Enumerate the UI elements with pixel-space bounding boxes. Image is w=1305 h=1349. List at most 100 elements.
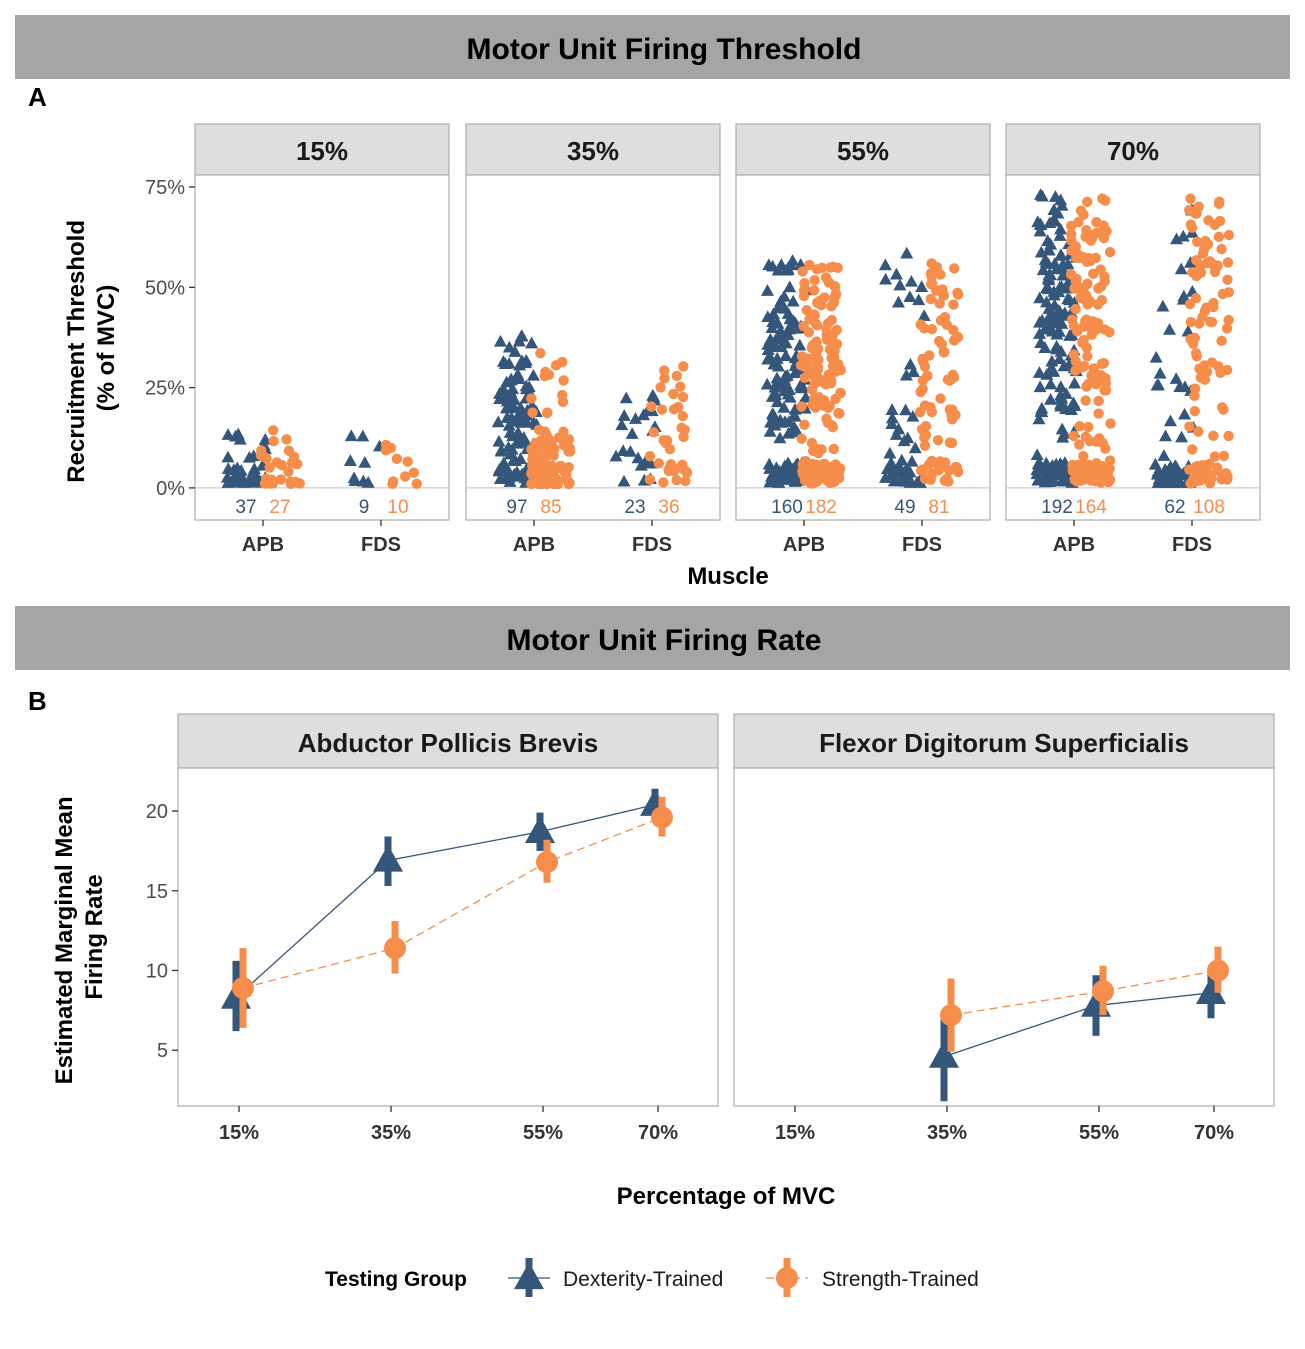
point-strength <box>659 373 670 384</box>
point-dexterity <box>895 453 909 466</box>
point-dexterity <box>494 443 508 456</box>
count-label-strength: 182 <box>805 497 837 518</box>
point-strength <box>538 477 549 488</box>
point-strength <box>1100 195 1111 206</box>
point-strength <box>919 440 931 451</box>
point-strength <box>796 401 807 412</box>
point-strength <box>1193 426 1204 437</box>
point-dexterity <box>878 258 892 271</box>
point-strength <box>646 401 657 412</box>
circle-icon <box>776 1267 798 1289</box>
firing-rate-y-title-line2: Firing Rate <box>81 874 108 999</box>
point-dexterity <box>1184 256 1198 268</box>
point-dexterity <box>634 458 648 471</box>
point-strength <box>399 471 411 482</box>
point-dexterity <box>1054 248 1068 260</box>
point-strength <box>536 436 547 448</box>
threshold-x-axis-title: Muscle <box>687 563 768 590</box>
point-dexterity <box>761 338 775 350</box>
point-dexterity <box>519 353 533 366</box>
point-dexterity <box>1030 448 1044 461</box>
point-strength <box>1094 433 1105 444</box>
point-dexterity <box>1050 339 1064 352</box>
point-dexterity <box>615 418 629 431</box>
x-tick-label: 70% <box>1194 1122 1234 1144</box>
point-strength <box>540 366 551 378</box>
point-strength <box>281 434 292 445</box>
point-dexterity <box>1050 262 1064 275</box>
point-dexterity <box>903 290 917 303</box>
y-tick-label: 75% <box>145 177 185 199</box>
legend-title: Testing Group <box>325 1268 467 1291</box>
point-dexterity <box>889 267 903 280</box>
point-strength <box>1191 236 1203 247</box>
point-strength <box>1215 367 1226 378</box>
point-strength <box>943 476 954 487</box>
point-strength <box>1198 461 1209 473</box>
point-strength <box>948 335 960 346</box>
point-strength <box>1223 314 1234 326</box>
point-dexterity <box>514 401 528 413</box>
point-strength <box>1092 374 1104 386</box>
point-strength <box>816 444 827 455</box>
point-dexterity <box>891 295 905 308</box>
point-strength <box>1204 478 1216 489</box>
point-strength <box>677 391 689 403</box>
point-dexterity <box>1034 336 1048 348</box>
point-dexterity <box>1041 475 1055 487</box>
point-dexterity <box>237 476 251 488</box>
point-strength <box>1185 316 1197 328</box>
point-strength <box>557 389 568 401</box>
point-strength <box>1080 395 1091 406</box>
point-dexterity <box>884 456 898 469</box>
x-tick-label: FDS <box>361 534 401 556</box>
point-dexterity <box>647 390 661 403</box>
legend-key-strength <box>766 1258 808 1297</box>
point-strength <box>1185 333 1196 345</box>
point-strength <box>819 458 830 470</box>
point-dexterity <box>913 476 927 488</box>
point-strength <box>1072 326 1083 337</box>
point-strength <box>920 420 932 432</box>
point-dexterity <box>1047 462 1061 474</box>
point-dexterity <box>1052 325 1066 337</box>
point-strength <box>1082 351 1093 362</box>
point-strength <box>644 450 656 462</box>
facet-strip <box>465 123 721 176</box>
y-tick-label: 10 <box>146 960 168 982</box>
point-dexterity <box>893 278 907 291</box>
point-strength <box>675 381 686 392</box>
point-strength <box>1071 252 1082 264</box>
point-dexterity <box>898 474 912 487</box>
point-strength <box>1086 461 1097 473</box>
point-dexterity <box>929 1040 959 1068</box>
point-strength <box>1191 255 1202 266</box>
x-tick-label: APB <box>242 534 284 556</box>
point-strength <box>232 977 254 1000</box>
point-dexterity <box>221 428 235 440</box>
point-dexterity <box>1153 366 1167 379</box>
point-dexterity <box>512 372 526 385</box>
point-dexterity <box>786 294 800 307</box>
point-dexterity <box>504 372 518 385</box>
point-strength <box>391 453 403 465</box>
point-dexterity <box>1174 262 1188 275</box>
point-dexterity <box>782 383 796 396</box>
point-strength <box>294 478 305 489</box>
point-strength <box>1209 451 1221 462</box>
point-strength <box>1209 219 1221 231</box>
point-dexterity <box>760 284 774 296</box>
point-dexterity <box>514 416 528 428</box>
point-dexterity <box>525 336 539 349</box>
point-dexterity <box>885 403 899 415</box>
count-label-dexterity: 62 <box>1164 497 1185 518</box>
point-dexterity <box>503 401 517 414</box>
point-strength <box>1078 451 1089 462</box>
point-strength <box>552 478 564 490</box>
point-dexterity <box>779 349 793 361</box>
point-dexterity <box>1047 285 1061 297</box>
point-dexterity <box>762 457 776 470</box>
firing-rate-x-axis-title: Percentage of MVC <box>617 1183 836 1210</box>
point-strength <box>1101 225 1112 237</box>
point-dexterity <box>782 322 796 335</box>
